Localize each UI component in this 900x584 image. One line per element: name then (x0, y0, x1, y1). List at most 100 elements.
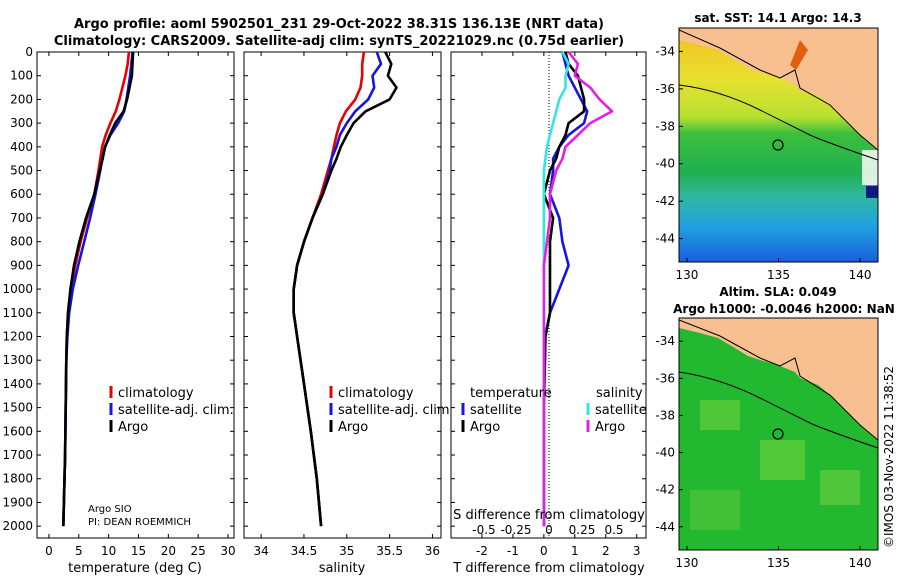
legend-sal-argo: Argo (595, 420, 625, 435)
map-x-label: 130 (676, 268, 699, 282)
legend-argo: Argo (118, 420, 148, 435)
legend-climatology: climatology (338, 386, 414, 401)
salinity-legend: climatology satellite-adj. clim. Argo (329, 386, 454, 435)
series-line (292, 51, 398, 527)
series-line (62, 51, 135, 527)
y-tick-label: 1900 (2, 495, 33, 509)
map-y-label: -38 (655, 408, 675, 422)
x-tick-label: 0 (540, 544, 548, 558)
x-tick-label: 2 (602, 544, 610, 558)
x-tick-label: 34.5 (291, 544, 318, 558)
x-tick-label: 35.5 (376, 544, 403, 558)
salinity-panel: 34 34.5 35 35.5 36 salinity climatology sate… (243, 51, 454, 576)
copyright-stamp: ©IMOS 03-Nov-2022 11:38:52 (882, 366, 896, 548)
y-tick-label: 1100 (2, 306, 33, 320)
temperature-panel: 0100200300400500600700800900100011001200… (2, 45, 235, 576)
map-y-label: -36 (655, 371, 675, 385)
difference-top-ticks: -0.5 -0.25 0 0.25 0.5 (472, 523, 623, 537)
figure-title-line2: Climatology: CARS2009. Satellite-adj cli… (54, 34, 624, 49)
annotation-pi: PI: DEAN ROEMMICH (88, 517, 191, 528)
y-tick-label: 1000 (2, 282, 33, 296)
difference-xlabel-top: S difference from climatology (453, 508, 645, 523)
x-tick-label: 15 (131, 544, 146, 558)
map-y-label: -34 (655, 44, 675, 58)
map-x-label: 135 (767, 556, 790, 570)
legend-title-salinity: salinity (596, 386, 643, 401)
map-y-label: -36 (655, 82, 675, 96)
figure-title-line1: Argo profile: aoml 5902501_231 29-Oct-20… (74, 17, 604, 32)
y-tick-label: 0 (25, 45, 33, 59)
y-tick-label: 700 (10, 211, 33, 225)
y-tick-label: 500 (10, 164, 33, 178)
map-y-label: -42 (655, 194, 675, 208)
y-tick-label: 1600 (2, 424, 33, 438)
y-tick-label: 800 (10, 235, 33, 249)
x-tick-label: 36 (425, 544, 440, 558)
x-tick-label: 34 (253, 544, 268, 558)
temperature-legend: climatology satellite-adj. clim. Argo (109, 386, 234, 435)
sla-map-title-line1: Altim. SLA: 0.049 (719, 285, 836, 299)
top-tick: -0.25 (500, 523, 531, 537)
x-tick-label: 25 (191, 544, 206, 558)
y-tick-label: 1400 (2, 377, 33, 391)
annotation-argo-sio: Argo SIO (88, 504, 132, 515)
y-tick-label: 2000 (2, 519, 33, 533)
sla-map: -34 -36 -38 -40 -42 -44 130 135 140 (655, 317, 879, 570)
y-tick-label: 200 (10, 92, 33, 106)
top-tick: 0.25 (569, 523, 596, 537)
y-tick-label: 400 (10, 140, 33, 154)
y-tick-label: 1200 (2, 329, 33, 343)
y-tick-label: 100 (10, 69, 33, 83)
x-tick-label: 30 (220, 544, 235, 558)
map-y-label: -42 (655, 483, 675, 497)
legend-climatology: climatology (118, 386, 194, 401)
map-y-label: -38 (655, 119, 675, 133)
difference-panel: -2 -1 0 1 2 3 T difference from climatology S… (450, 51, 647, 576)
series-line (542, 51, 614, 527)
x-tick-label: 10 (101, 544, 116, 558)
y-tick-label: 1300 (2, 353, 33, 367)
difference-xlabel: T difference from climatology (452, 561, 645, 576)
map-y-label: -40 (655, 446, 675, 460)
sla-map-title-line2: Argo h1000: -0.0046 h2000: NaN (673, 302, 895, 316)
x-tick-label: 5 (75, 544, 83, 558)
legend-temp-satellite: satellite (470, 403, 522, 418)
x-tick-label: 35 (339, 544, 354, 558)
map-y-label: -40 (655, 157, 675, 171)
map-x-label: 135 (767, 268, 790, 282)
x-tick-label: 3 (633, 544, 641, 558)
y-tick-label: 1700 (2, 448, 33, 462)
x-tick-label: 0 (45, 544, 53, 558)
top-tick: -0.5 (472, 523, 495, 537)
top-tick: 0.5 (604, 523, 623, 537)
y-tick-label: 1500 (2, 401, 33, 415)
x-tick-label: 1 (571, 544, 579, 558)
legend-satellite-adj: satellite-adj. clim. (118, 403, 234, 418)
y-tick-label: 1800 (2, 472, 33, 486)
x-tick-label: 20 (161, 544, 176, 558)
map-x-label: 140 (849, 268, 872, 282)
y-tick-label: 300 (10, 116, 33, 130)
y-tick-label: 900 (10, 258, 33, 272)
legend-sal-satellite: satellite (595, 403, 647, 418)
salinity-xlabel: salinity (319, 561, 366, 576)
sst-map: -34 -36 -38 -40 -42 -44 130 135 140 (655, 27, 879, 282)
map-y-label: -44 (655, 520, 675, 534)
map-y-label: -44 (655, 232, 675, 246)
legend-argo: Argo (338, 420, 368, 435)
series-line (542, 51, 586, 527)
legend-title-temperature: temperature (470, 386, 552, 401)
x-tick-label: -2 (476, 544, 488, 558)
sst-map-title: sat. SST: 14.1 Argo: 14.3 (694, 11, 861, 25)
temperature-xlabel: temperature (deg C) (68, 561, 202, 576)
y-tick-label: 600 (10, 187, 33, 201)
top-tick: 0 (545, 523, 553, 537)
map-x-label: 140 (849, 556, 872, 570)
map-y-label: -34 (655, 334, 675, 348)
map-x-label: 130 (676, 556, 699, 570)
difference-legend: temperature salinity satellite Argo sate… (461, 386, 647, 435)
legend-temp-argo: Argo (470, 420, 500, 435)
legend-satellite-adj: satellite-adj. clim. (338, 403, 454, 418)
x-tick-label: -1 (507, 544, 519, 558)
